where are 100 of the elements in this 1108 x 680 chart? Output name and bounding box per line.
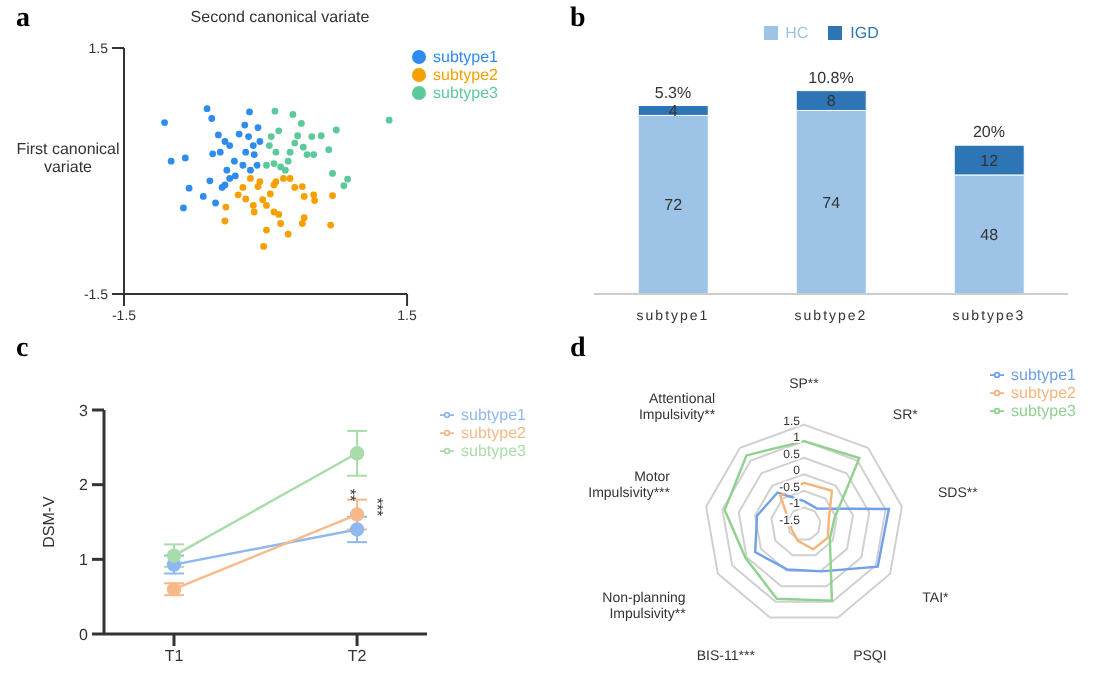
point — [340, 182, 348, 190]
point — [259, 196, 267, 204]
legend-label: subtype1 — [461, 406, 526, 424]
point — [235, 130, 243, 138]
y-tick-label: 1 — [79, 551, 90, 570]
legend-label: subtype1 — [1011, 366, 1076, 384]
point — [311, 197, 318, 204]
point — [181, 154, 189, 162]
point — [277, 163, 285, 171]
point — [245, 133, 252, 140]
point — [242, 148, 250, 156]
point — [325, 146, 333, 154]
point — [308, 133, 316, 140]
point — [271, 107, 279, 115]
point — [291, 139, 299, 147]
point — [199, 193, 207, 200]
chart-title: b — [570, 4, 586, 36]
chart-title: d — [570, 334, 586, 366]
point — [349, 522, 365, 537]
annotation: 5.3% — [654, 83, 692, 102]
point — [310, 191, 318, 199]
y-tick-label: 0 — [79, 625, 90, 644]
point — [256, 138, 264, 145]
point — [206, 177, 214, 185]
point — [299, 143, 307, 151]
point — [216, 148, 224, 156]
point — [329, 170, 336, 177]
x-tick-label: T1 — [164, 647, 185, 666]
point — [246, 108, 253, 116]
point — [209, 150, 217, 158]
data-label: 48 — [980, 226, 1000, 245]
point — [231, 172, 239, 180]
point — [270, 208, 278, 216]
point — [222, 203, 230, 211]
point — [281, 166, 289, 174]
point — [263, 202, 270, 209]
point — [265, 142, 273, 149]
data-label: 12 — [980, 151, 1000, 170]
point — [298, 220, 306, 227]
point — [277, 220, 285, 227]
point — [226, 142, 234, 149]
point — [249, 142, 257, 149]
point — [250, 151, 258, 158]
point — [263, 226, 270, 234]
point — [239, 161, 247, 169]
legend-label: subtype2 — [1011, 384, 1076, 402]
point — [303, 151, 311, 158]
point — [167, 157, 175, 165]
point — [286, 148, 294, 156]
point — [180, 204, 187, 212]
point — [344, 175, 352, 183]
y-tick-label: 2 — [79, 476, 90, 495]
point — [234, 191, 242, 199]
point — [221, 138, 229, 145]
point — [166, 548, 182, 563]
point — [300, 193, 308, 200]
data-label: 8 — [826, 92, 837, 111]
point — [385, 116, 393, 124]
point — [284, 157, 292, 165]
point — [254, 124, 262, 131]
annotation: 10.8% — [808, 68, 854, 87]
point — [266, 190, 274, 198]
point — [247, 174, 254, 182]
x-tick-label: T2 — [347, 647, 368, 666]
point — [298, 183, 306, 190]
point — [230, 157, 238, 165]
point — [260, 243, 268, 250]
legend-label: subtype2 — [433, 66, 498, 84]
point — [317, 132, 325, 140]
legend-label: IGD — [850, 24, 879, 42]
point — [300, 214, 308, 222]
y-axis-title: Second canonical variate — [190, 8, 370, 26]
point — [291, 184, 299, 191]
point — [272, 148, 280, 156]
point — [212, 199, 219, 207]
legend-label: subtype1 — [433, 48, 498, 66]
point — [185, 184, 193, 192]
point — [284, 230, 292, 238]
point — [161, 119, 168, 127]
legend-label: subtype3 — [433, 84, 498, 102]
point — [239, 184, 247, 191]
point — [242, 195, 250, 203]
point — [270, 160, 278, 168]
point — [214, 131, 222, 139]
data-label: 74 — [822, 193, 842, 212]
y-axis-title: DSM-V — [39, 494, 58, 548]
point — [286, 174, 294, 182]
point — [349, 446, 365, 461]
annotation: ** — [341, 488, 360, 502]
point — [310, 151, 318, 158]
point — [250, 208, 258, 216]
point — [253, 161, 261, 169]
point — [221, 217, 229, 225]
point — [208, 115, 216, 122]
point — [329, 192, 336, 199]
point — [294, 132, 302, 140]
chart-title: c — [16, 334, 29, 366]
point — [263, 161, 270, 169]
x-axis-title: First canonical variate — [14, 140, 122, 176]
legend-label: HC — [785, 24, 809, 42]
